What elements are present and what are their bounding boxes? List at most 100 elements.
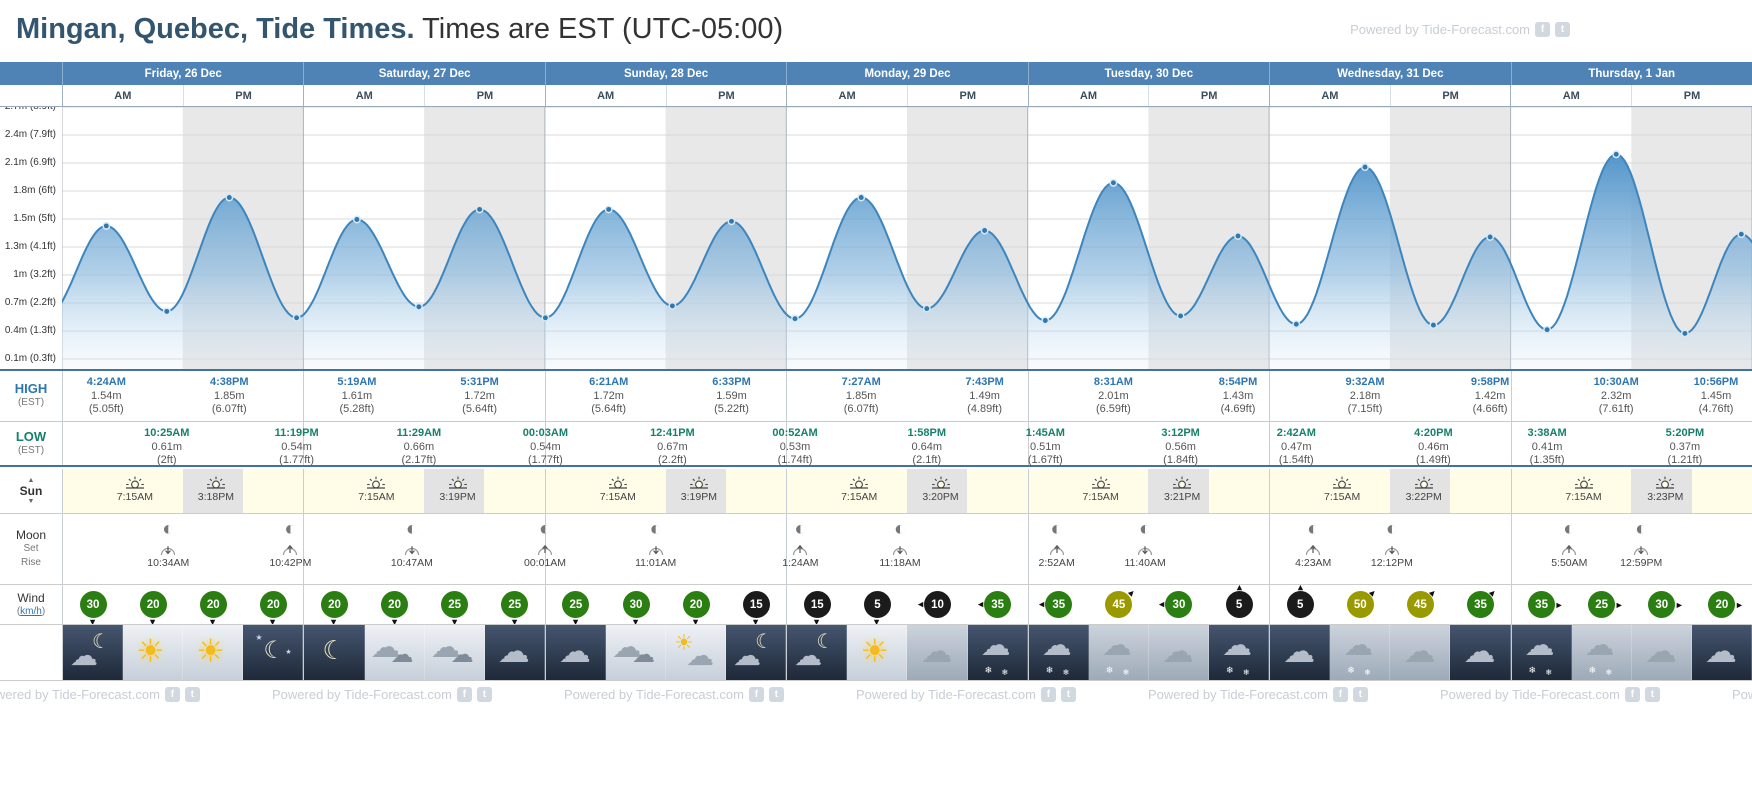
moonrise-icon [1562,544,1577,556]
facebook-icon[interactable]: f [164,687,180,702]
wind-speed-value: 5 [874,598,881,611]
tide-height-m: 1.54m [91,389,122,402]
moon-phase-icon: ◐ [1050,518,1063,540]
facebook-icon[interactable]: f [1624,687,1640,702]
high-tide-entry: 7:43PM 1.49m (4.89ft) [950,376,1020,417]
cloud-icon: ☁ [1463,633,1496,669]
tide-point-marker [541,313,550,322]
day-separator [1269,514,1271,584]
sunrise-time: 7:15AM [1082,491,1119,503]
wind-speed-badge: 35 ► [1528,591,1564,618]
location-title: Mingan, Quebec, Tide Times. [16,13,415,45]
y-axis-label: 1m (3.2ft) [13,269,56,280]
low-tide-entry: 2:42AM 0.47m (1.54ft) [1261,427,1331,468]
day-header-cell: Wednesday, 31 Dec [1269,62,1510,85]
y-axis-label: 2.1m (6.9ft) [4,157,56,168]
wind-day-group: 20 ► 20 ► 25 ► 25 ► [303,585,544,626]
day-separator [62,469,63,513]
day-header-row: Friday, 26 Dec Saturday, 27 Dec Sunday, 28… [0,62,1752,85]
moon-rise-time: 2:52AM [1038,557,1075,569]
y-axis-label: 1.8m (6ft) [13,185,56,196]
facebook-icon[interactable]: f [1040,687,1056,702]
twitter-icon[interactable]: t [1060,687,1076,702]
cloud-icon: ☁ [794,640,823,671]
facebook-icon[interactable]: f [1535,22,1550,37]
day-separator [62,422,63,465]
twitter-icon[interactable]: t [1644,687,1660,702]
tide-height-ft: (2.17ft) [401,454,437,466]
sunrise-icon [608,476,627,489]
dusk-cell [1148,469,1209,513]
moonset-icon [1634,546,1649,556]
twitter-icon[interactable]: t [184,687,200,702]
wind-label: Wind [17,590,45,605]
weather-tile: ☁ ❄ ❄ [1330,625,1391,680]
weather-tile: ☁ ☁ [424,625,485,680]
wind-speed-badge: 20 ► [139,591,167,626]
sunset-event: 3:19PM [668,474,730,503]
moon-phase-icon: ◐ [1139,518,1152,540]
sunrise-event: 7:15AM [1553,474,1615,503]
wind-direction-arrow: ► [1614,599,1624,610]
weather-day-group: ☁ ☁ ❄ ❄ ☁ ☁ [1269,625,1511,680]
wind-speed-badge: 30 ► [1648,591,1684,618]
tide-height-ft: (6.07ft) [211,403,247,415]
high-tide-entry: 5:31PM 1.72m (5.64ft) [445,376,515,417]
tide-height-ft: (5.64ft) [591,403,627,415]
tide-height-ft: (1.84ft) [1163,454,1199,466]
wind-speed-badge: 30 ► [622,591,650,626]
wind-speed-value: 20 [388,598,401,611]
twitter-icon[interactable]: t [768,687,784,702]
tide-height-ft: (1.21ft) [1667,454,1703,466]
wind-unit-link[interactable]: km/h [20,605,42,617]
wind-speed-value: 20 [206,598,220,611]
tide-height-ft: (1.35ft) [1529,454,1565,466]
dusk-cell [424,469,485,513]
wind-speed-value: 50 [1353,598,1367,611]
tide-height-ft: (6.07ft) [843,403,879,415]
wind-speed-badge: 5 ► [863,591,891,626]
weather-tile: ☁ [484,625,545,680]
twitter-icon[interactable]: t [476,687,492,702]
wind-speed-badge: 25 ► [1588,591,1624,618]
facebook-icon[interactable]: f [456,687,472,702]
wind-cell: 25 ► [425,585,485,626]
moonrise-icon [1306,544,1321,556]
sunrise-event: 7:15AM [345,474,407,503]
high-tide-entry: 10:56PM 1.45m (4.76ft) [1681,376,1751,417]
tide-time: 3:12PM [1161,427,1200,439]
tide-height-ft: (4.89ft) [967,403,1003,415]
twitter-icon[interactable]: t [1555,22,1570,37]
wind-speed-badge: 35 ► [976,591,1012,618]
day-separator [786,469,788,513]
wind-day-group: 5 ► 50 ► 45 ► 35 ► [1269,583,1510,624]
moon-phase-icon: ◐ [649,518,662,540]
tide-height-ft: (2.2ft) [658,454,687,466]
sunset-icon [931,476,950,489]
snowflake-icon: ❄ [1243,668,1250,677]
wind-speed-value: 30 [86,598,100,611]
day-header-cell: Monday, 29 Dec [786,62,1027,85]
moon-phase-icon: ◐ [162,518,175,540]
moonrise-icon [793,544,808,556]
facebook-icon[interactable]: f [1332,687,1348,702]
sunset-event: 3:22PM [1393,474,1455,503]
tide-time: 8:54PM [1218,376,1258,388]
sunset-event: 3:21PM [1151,474,1213,503]
tide-height-ft: (1.67ft) [1027,454,1063,466]
tide-time: 10:25AM [144,427,190,439]
wind-speed-value: 5 [1296,598,1304,611]
wind-cell: 10 ► [907,585,967,624]
wind-cell: 20 ► [304,585,364,626]
tide-height-m: 0.53m [779,440,811,453]
tide-point-marker [1486,233,1495,241]
wind-speed-badge: 20 ► [682,591,710,626]
tide-time: 9:32AM [1345,376,1385,388]
twitter-icon[interactable]: t [1352,687,1368,702]
weather-tile: ☁ [1450,625,1511,680]
sunrise-icon [850,476,869,489]
facebook-icon[interactable]: f [748,687,764,702]
low-tide-entry: 1:58PM 0.64m (2.1ft) [892,427,962,468]
am-label: AM [1027,85,1149,106]
